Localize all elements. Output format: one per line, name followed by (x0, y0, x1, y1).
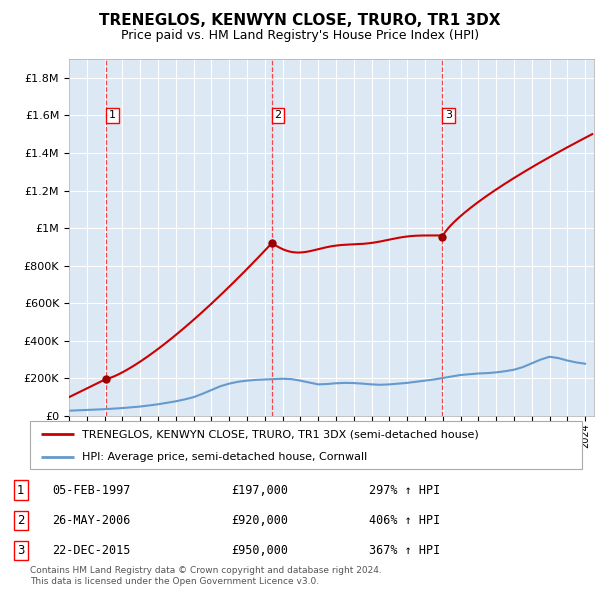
FancyBboxPatch shape (30, 421, 582, 469)
Text: Price paid vs. HM Land Registry's House Price Index (HPI): Price paid vs. HM Land Registry's House … (121, 29, 479, 42)
Text: 367% ↑ HPI: 367% ↑ HPI (369, 544, 440, 557)
Text: 1: 1 (109, 110, 116, 120)
Text: Contains HM Land Registry data © Crown copyright and database right 2024.: Contains HM Land Registry data © Crown c… (30, 566, 382, 575)
Text: 1: 1 (17, 484, 25, 497)
Text: £920,000: £920,000 (231, 514, 288, 527)
Text: 3: 3 (445, 110, 452, 120)
Text: TRENEGLOS, KENWYN CLOSE, TRURO, TR1 3DX: TRENEGLOS, KENWYN CLOSE, TRURO, TR1 3DX (99, 13, 501, 28)
Text: This data is licensed under the Open Government Licence v3.0.: This data is licensed under the Open Gov… (30, 577, 319, 586)
Text: HPI: Average price, semi-detached house, Cornwall: HPI: Average price, semi-detached house,… (82, 452, 368, 462)
Text: £197,000: £197,000 (231, 484, 288, 497)
Text: 2: 2 (275, 110, 281, 120)
Text: 3: 3 (17, 544, 25, 557)
Text: 2: 2 (17, 514, 25, 527)
Text: 22-DEC-2015: 22-DEC-2015 (52, 544, 131, 557)
Text: 297% ↑ HPI: 297% ↑ HPI (369, 484, 440, 497)
Text: 26-MAY-2006: 26-MAY-2006 (52, 514, 131, 527)
Text: TRENEGLOS, KENWYN CLOSE, TRURO, TR1 3DX (semi-detached house): TRENEGLOS, KENWYN CLOSE, TRURO, TR1 3DX … (82, 429, 479, 439)
Text: £950,000: £950,000 (231, 544, 288, 557)
Text: 05-FEB-1997: 05-FEB-1997 (52, 484, 131, 497)
Text: 406% ↑ HPI: 406% ↑ HPI (369, 514, 440, 527)
